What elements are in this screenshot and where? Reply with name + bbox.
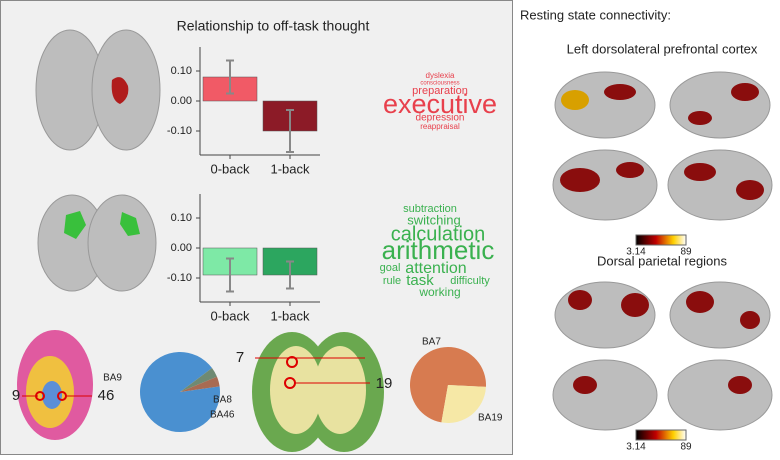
word: goal: [380, 262, 401, 274]
word: difficulty: [450, 275, 490, 287]
pie-label: BA8: [213, 395, 232, 406]
y-tick-label: 0.10: [171, 65, 192, 77]
pie-label: BA19: [478, 413, 503, 424]
colorbar: [635, 429, 687, 441]
pie-slice: [410, 347, 486, 423]
x-tick-label: 0-back: [210, 308, 250, 323]
colorbar-min: 3.14: [626, 442, 646, 453]
x-tick-label: 0-back: [210, 161, 250, 176]
brain-front: [37, 194, 157, 292]
word: arithmetic: [382, 235, 495, 265]
word: calculation: [391, 223, 486, 245]
y-tick-label: -0.10: [167, 125, 192, 137]
word: working: [418, 285, 460, 299]
x-tick-label: 1-back: [270, 308, 310, 323]
y-tick-label: 0.00: [171, 95, 192, 107]
map-title: Left dorsolateral prefrontal cortex: [567, 41, 758, 56]
pie-label: BA46: [210, 410, 235, 421]
word: dyslexia: [426, 71, 455, 80]
x-tick-label: 1-back: [270, 161, 310, 176]
word: switching: [407, 212, 460, 227]
brain-atlas-2: [252, 332, 384, 452]
brain-top: [35, 29, 161, 151]
activation-blobs: [560, 83, 764, 394]
word: depression: [416, 113, 465, 124]
word: attention: [405, 260, 466, 277]
pie-label: BA7: [422, 337, 441, 348]
brain-atlas-1: [17, 330, 93, 440]
pie-slice: [180, 368, 217, 392]
word: rule: [383, 275, 401, 287]
map-title: Dorsal parietal regions: [597, 253, 728, 268]
word: executive: [383, 89, 497, 119]
y-tick-label: 0.10: [171, 212, 192, 224]
region-label: 7: [236, 349, 244, 366]
colorbar-max: 89: [680, 442, 692, 453]
word: reappraisal: [420, 122, 460, 131]
word: task: [406, 272, 434, 289]
region-label: 46: [98, 387, 115, 404]
word: subtraction: [403, 203, 457, 215]
colorbar-max: 89: [680, 247, 692, 258]
region-label: 19: [376, 375, 393, 392]
pie-slice: [441, 385, 486, 423]
region-label: 9: [12, 387, 20, 404]
y-tick-label: 0.00: [171, 242, 192, 254]
y-tick-label: -0.10: [167, 272, 192, 284]
word: preparation: [412, 85, 468, 97]
word: consciousness: [420, 81, 459, 87]
pie-label: BA9: [103, 373, 122, 384]
colorbar-min: 3.14: [626, 247, 646, 258]
panel-title: Relationship to off-task thought: [177, 18, 370, 34]
pie-slice: [180, 376, 220, 392]
colorbar: [635, 234, 687, 246]
right-title: Resting state connectivity:: [520, 7, 671, 22]
